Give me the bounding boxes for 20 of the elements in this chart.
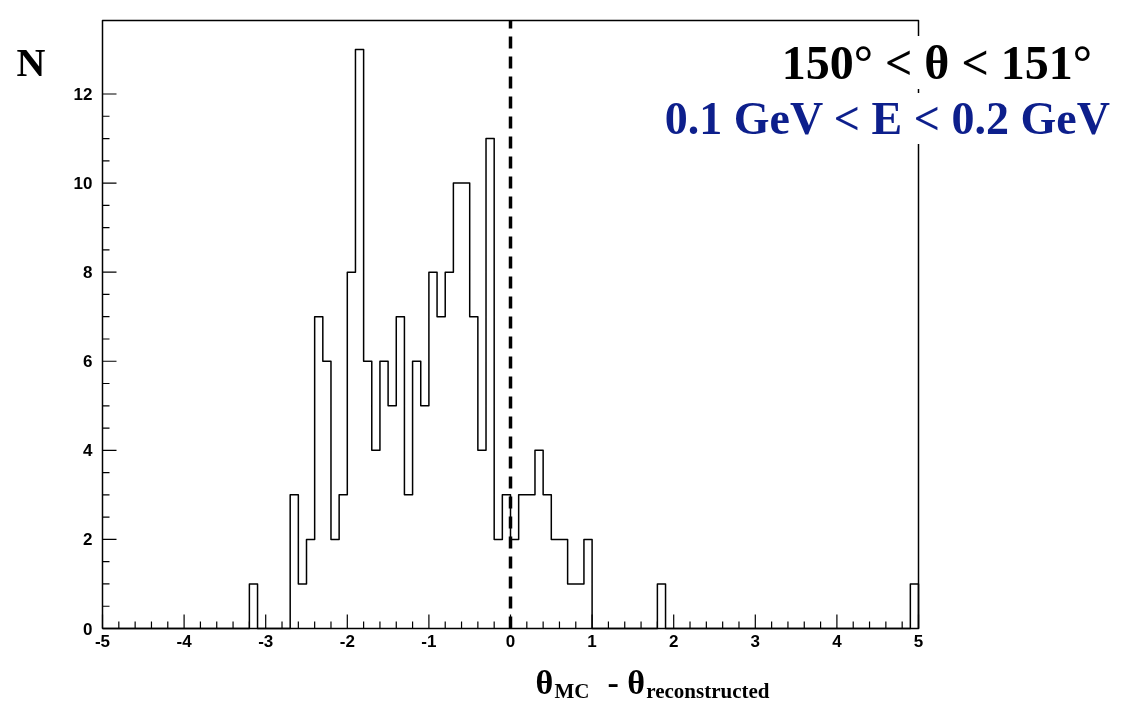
chart-title: 150° < θ < 151° <box>781 36 1092 89</box>
y-tick-label: 10 <box>73 174 93 194</box>
y-tick-label: 6 <box>83 352 93 372</box>
text: 0.1 GeV < E < 0.2 GeV <box>664 93 1110 144</box>
y-tick-label: 12 <box>73 84 93 104</box>
x-tick-label: -3 <box>258 631 274 651</box>
x-tick-label: 3 <box>750 631 761 651</box>
x-tick-label: 2 <box>668 631 679 651</box>
x-tick-label: 5 <box>913 631 924 651</box>
x-tick-label: 4 <box>832 631 843 651</box>
y-tick-label: 2 <box>83 530 93 550</box>
x-tick-label: -1 <box>421 631 437 651</box>
y-tick-label: 8 <box>83 263 93 283</box>
x-tick-label: 0 <box>505 631 516 651</box>
x-tick-label: -2 <box>339 631 355 651</box>
x-tick-label: 1 <box>587 631 597 651</box>
y-tick-label: 4 <box>83 441 94 461</box>
y-axis-title: N <box>16 40 46 85</box>
x-tick-label: -4 <box>176 631 193 651</box>
x-tick-label: -5 <box>94 631 111 651</box>
